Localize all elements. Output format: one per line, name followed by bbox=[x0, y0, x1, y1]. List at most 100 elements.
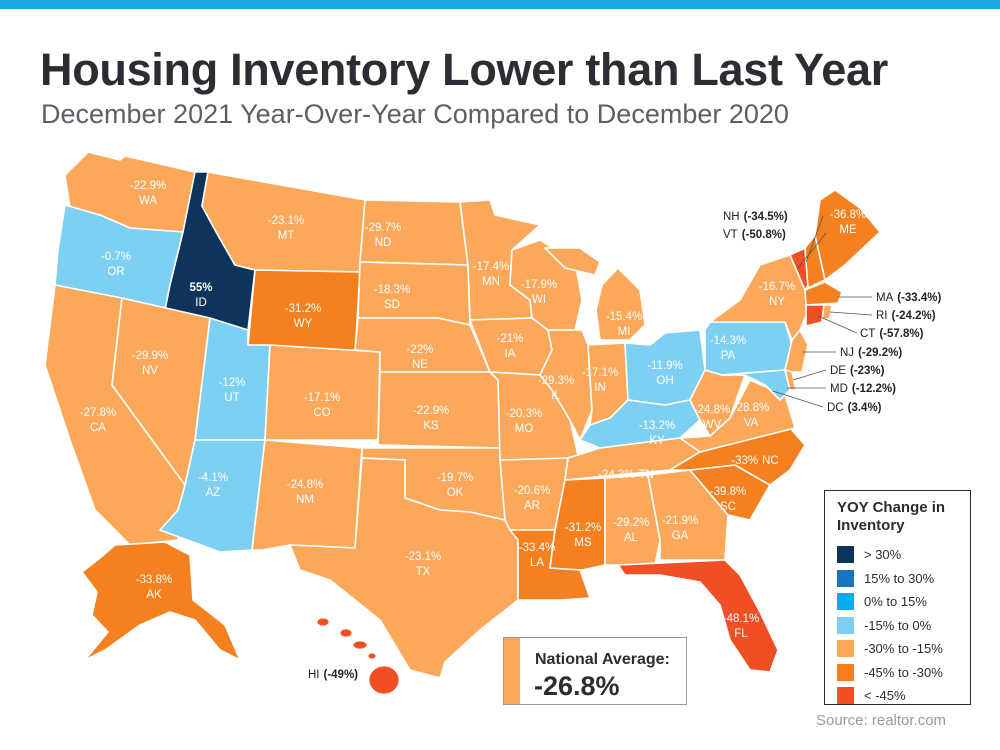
state-value: -23.1% bbox=[268, 215, 304, 227]
state-value: -33% bbox=[731, 455, 758, 467]
state-value: -31.2% bbox=[565, 522, 601, 534]
state-value: -20.3% bbox=[506, 408, 542, 420]
state-label-OH: -11.9% OH bbox=[647, 360, 683, 387]
callout-label-NH: NH (-34.5%) bbox=[723, 211, 788, 223]
state-value: -17.9% bbox=[521, 279, 557, 291]
state-abbr: OR bbox=[107, 266, 124, 278]
state-TX[interactable] bbox=[289, 457, 519, 679]
state-value: -33.8% bbox=[136, 574, 172, 586]
state-value: -29.9% bbox=[132, 350, 168, 362]
callout-label-VT: VT (-50.8%) bbox=[723, 229, 786, 241]
state-abbr: AZ bbox=[206, 487, 221, 499]
state-value: -18.3% bbox=[374, 284, 410, 296]
state-value: -14.3% bbox=[710, 335, 746, 347]
page-title: Housing Inventory Lower than Last Year bbox=[40, 44, 888, 95]
state-label-VA: -28.8% VA bbox=[733, 402, 769, 429]
state-label-MO: -20.3% MO bbox=[506, 408, 542, 435]
state-MI[interactable] bbox=[544, 247, 646, 341]
callout-value: (-12.2%) bbox=[852, 383, 896, 395]
state-label-MT: -23.1% MT bbox=[268, 215, 304, 242]
legend-title: YOY Change in Inventory bbox=[837, 499, 946, 534]
legend-label: < -45% bbox=[864, 688, 906, 704]
callout-label-HI: HI (-49%) bbox=[308, 669, 358, 681]
state-abbr: WA bbox=[139, 195, 157, 207]
state-ME[interactable] bbox=[814, 189, 881, 281]
state-PA[interactable] bbox=[704, 321, 793, 376]
state-AK[interactable] bbox=[81, 541, 241, 661]
legend-item: -15% to 0% bbox=[837, 614, 960, 638]
legend-label: -15% to 0% bbox=[864, 617, 932, 633]
callout-label-CT: CT (-57.8%) bbox=[860, 328, 924, 340]
callout-label-MA: MA (-33.4%) bbox=[876, 292, 942, 304]
legend-swatch bbox=[837, 640, 854, 658]
national-average-swatch bbox=[504, 638, 520, 704]
state-abbr: MN bbox=[482, 276, 500, 288]
state-MA[interactable] bbox=[804, 281, 843, 306]
state-abbr: TX bbox=[416, 566, 431, 578]
state-abbr: NC bbox=[762, 455, 779, 467]
state-label-WI: -17.9% WI bbox=[521, 279, 557, 306]
callout-value: (-23%) bbox=[850, 365, 885, 377]
state-value: -12% bbox=[219, 377, 246, 389]
state-value: -28.8% bbox=[733, 402, 769, 414]
state-abbr: ME bbox=[839, 224, 857, 236]
state-abbr: AK bbox=[146, 589, 162, 601]
state-CT[interactable] bbox=[805, 304, 825, 327]
state-abbr: AL bbox=[624, 532, 639, 544]
state-label-NC: -33% NC bbox=[731, 455, 778, 467]
state-label-OK: -19.7% OK bbox=[437, 472, 473, 499]
state-label-PA: -14.3% PA bbox=[710, 335, 746, 362]
legend-item: 15% to 30% bbox=[837, 567, 960, 591]
state-abbr: CA bbox=[90, 422, 106, 434]
state-abbr: WY bbox=[294, 318, 313, 330]
state-abbr: NY bbox=[769, 296, 785, 308]
state-value: -0.7% bbox=[101, 251, 131, 263]
state-HI[interactable] bbox=[316, 617, 400, 695]
state-value: -13.2% bbox=[639, 420, 675, 432]
state-abbr: CO bbox=[313, 407, 330, 419]
state-label-CA: -27.8% CA bbox=[80, 407, 116, 434]
source-credit: Source: realtor.com bbox=[816, 712, 947, 729]
callout-abbr: NH bbox=[723, 211, 740, 223]
legend-item: -30% to -15% bbox=[837, 637, 960, 661]
state-value: -11.9% bbox=[647, 360, 683, 372]
state-FL[interactable] bbox=[617, 559, 779, 673]
callout-abbr: VT bbox=[723, 229, 738, 241]
state-value: -15.4% bbox=[606, 311, 642, 323]
state-label-WY: -31.2% WY bbox=[285, 303, 321, 330]
callout-label-DC: DC (3.4%) bbox=[827, 402, 882, 414]
legend-swatch bbox=[837, 687, 854, 705]
state-value: -20.6% bbox=[514, 485, 550, 497]
state-RI[interactable] bbox=[821, 304, 833, 321]
state-label-WV: -24.8% WV bbox=[694, 404, 730, 431]
callout-value: (-50.8%) bbox=[742, 229, 786, 241]
state-abbr: IL bbox=[551, 390, 561, 402]
state-abbr: AR bbox=[524, 500, 540, 512]
callout-label-NJ: NJ (-29.2%) bbox=[840, 347, 902, 359]
state-DE[interactable] bbox=[784, 369, 797, 391]
state-abbr: KS bbox=[423, 420, 439, 432]
callout-abbr: RI bbox=[876, 310, 888, 322]
callout-label-MD: MD (-12.2%) bbox=[830, 383, 896, 395]
callout-label-RI: RI (-24.2%) bbox=[876, 310, 936, 322]
legend-label: -45% to -30% bbox=[864, 664, 943, 680]
state-abbr: TN bbox=[639, 469, 654, 481]
state-abbr: IA bbox=[505, 348, 516, 360]
state-label-TX: -23.1% TX bbox=[405, 551, 441, 578]
state-label-NE: -22% NE bbox=[407, 344, 434, 371]
callout-abbr: MA bbox=[876, 292, 894, 304]
state-value: -33.4% bbox=[519, 542, 555, 554]
state-abbr: NM bbox=[296, 494, 314, 506]
state-label-AL: -29.2% AL bbox=[613, 517, 649, 544]
state-abbr: MI bbox=[618, 326, 631, 338]
state-abbr: OH bbox=[656, 375, 673, 387]
callout-abbr: DC bbox=[827, 402, 844, 414]
state-value: 55% bbox=[189, 282, 212, 294]
state-IL[interactable] bbox=[539, 329, 593, 441]
state-value: -29.3% bbox=[538, 375, 574, 387]
state-abbr: OK bbox=[447, 487, 464, 499]
state-label-WA: -22.9% WA bbox=[130, 180, 166, 207]
state-value: -24.8% bbox=[287, 479, 323, 491]
state-value: -17.1% bbox=[304, 392, 340, 404]
legend-item: -45% to -30% bbox=[837, 661, 960, 685]
